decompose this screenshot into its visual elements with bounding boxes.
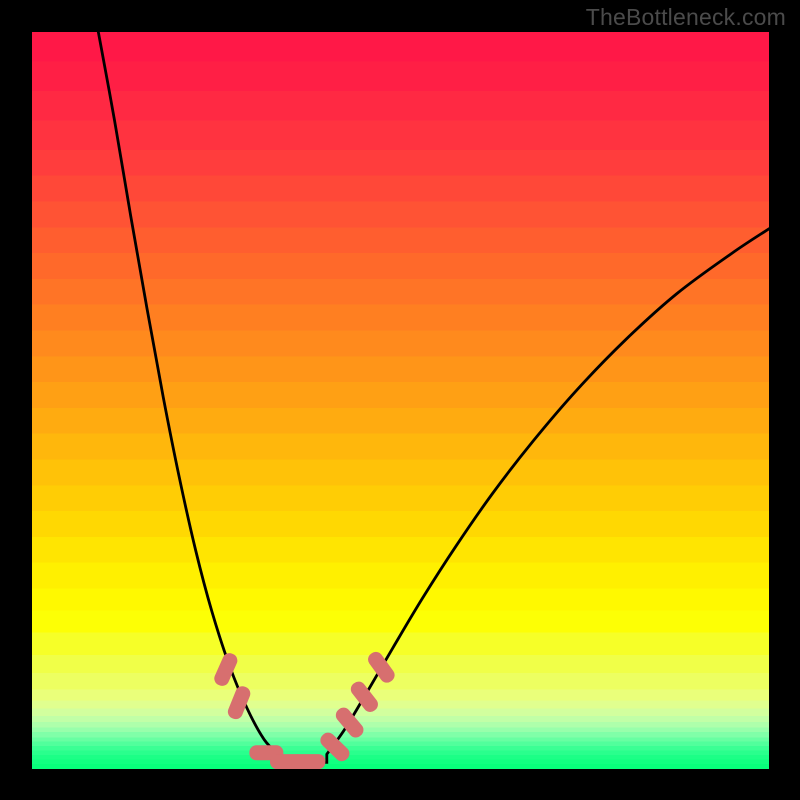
curve-overlay: [32, 32, 769, 769]
curve-marker: [333, 705, 366, 741]
plot-area: [32, 32, 769, 769]
curve-marker: [291, 754, 325, 769]
watermark-text: TheBottleneck.com: [586, 4, 786, 31]
curve-marker: [365, 649, 397, 685]
bottleneck-curve: [98, 32, 769, 762]
curve-marker: [348, 679, 381, 715]
curve-marker: [226, 684, 253, 721]
